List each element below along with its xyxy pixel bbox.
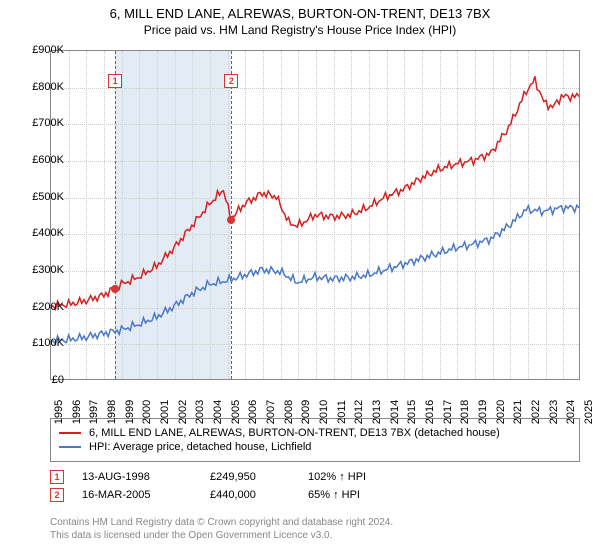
- x-axis-label: 1995: [53, 400, 65, 424]
- x-axis-label: 2016: [424, 400, 436, 424]
- legend-row: HPI: Average price, detached house, Lich…: [59, 441, 571, 453]
- x-axis-label: 1996: [71, 400, 83, 424]
- sale-row-marker: 1: [50, 470, 64, 484]
- x-axis-label: 2017: [442, 400, 454, 424]
- footer-line-2: This data is licensed under the Open Gov…: [50, 529, 580, 542]
- x-axis-label: 1998: [106, 400, 118, 424]
- x-axis-label: 2001: [159, 400, 171, 424]
- x-axis-label: 2012: [353, 400, 365, 424]
- sales-table: 1 13-AUG-1998 £249,950 102% ↑ HPI 2 16-MAR-20…: [50, 466, 580, 506]
- sale-row: 2 16-MAR-2005 £440,000 65% ↑ HPI: [50, 488, 580, 502]
- footer-attribution: Contains HM Land Registry data © Crown c…: [50, 516, 580, 542]
- x-axis-label: 2011: [336, 400, 348, 424]
- x-axis-label: 2007: [265, 400, 277, 424]
- sale-row-pct: 65% ↑ HPI: [308, 489, 428, 501]
- sale-row: 1 13-AUG-1998 £249,950 102% ↑ HPI: [50, 470, 580, 484]
- legend-row: 6, MILL END LANE, ALREWAS, BURTON-ON-TRE…: [59, 427, 571, 439]
- x-axis-label: 2010: [318, 400, 330, 424]
- x-axis-label: 2013: [371, 400, 383, 424]
- title-line-2: Price paid vs. HM Land Registry's House …: [0, 23, 600, 37]
- sale-row-price: £440,000: [210, 489, 290, 501]
- sale-row-date: 13-AUG-1998: [82, 471, 192, 483]
- x-axis-label: 2006: [247, 400, 259, 424]
- x-axis-label: 2003: [194, 400, 206, 424]
- chart-plot-area: 12: [50, 50, 580, 380]
- legend-box: 6, MILL END LANE, ALREWAS, BURTON-ON-TRE…: [50, 418, 580, 462]
- y-axis-label: £200K: [32, 301, 64, 313]
- x-axis-label: 2004: [212, 400, 224, 424]
- x-axis-label: 1999: [124, 400, 136, 424]
- legend-label: 6, MILL END LANE, ALREWAS, BURTON-ON-TRE…: [89, 427, 500, 439]
- sale-marker-box: 2: [224, 74, 238, 88]
- sale-marker-dot: [227, 216, 235, 224]
- y-axis-label: £400K: [32, 227, 64, 239]
- y-axis-label: £600K: [32, 154, 64, 166]
- legend-swatch: [59, 446, 81, 448]
- x-axis-label: 2023: [548, 400, 560, 424]
- x-axis-label: 2005: [230, 400, 242, 424]
- page-root: 6, MILL END LANE, ALREWAS, BURTON-ON-TRE…: [0, 0, 600, 560]
- x-axis-label: 2022: [530, 400, 542, 424]
- x-axis-label: 2015: [406, 400, 418, 424]
- sale-marker-dot: [111, 285, 119, 293]
- sale-row-price: £249,950: [210, 471, 290, 483]
- x-axis-label: 2014: [389, 400, 401, 424]
- title-line-1: 6, MILL END LANE, ALREWAS, BURTON-ON-TRE…: [0, 6, 600, 21]
- x-axis-label: 2008: [283, 400, 295, 424]
- sale-vline: [115, 51, 116, 379]
- series-hpi: [51, 205, 579, 344]
- x-axis-label: 2019: [477, 400, 489, 424]
- x-axis-label: 2009: [300, 400, 312, 424]
- legend-swatch: [59, 432, 81, 434]
- y-axis-label: £800K: [32, 81, 64, 93]
- sale-marker-box: 1: [108, 74, 122, 88]
- y-axis-label: £100K: [32, 337, 64, 349]
- x-axis-label: 2002: [177, 400, 189, 424]
- y-axis-label: £300K: [32, 264, 64, 276]
- sale-row-pct: 102% ↑ HPI: [308, 471, 428, 483]
- y-axis-label: £500K: [32, 191, 64, 203]
- legend-label: HPI: Average price, detached house, Lich…: [89, 441, 311, 453]
- x-axis-label: 2024: [565, 400, 577, 424]
- x-axis-label: 2000: [141, 400, 153, 424]
- footer-line-1: Contains HM Land Registry data © Crown c…: [50, 516, 580, 529]
- x-axis-label: 1997: [88, 400, 100, 424]
- x-axis-label: 2018: [459, 400, 471, 424]
- y-axis-label: £900K: [32, 44, 64, 56]
- y-axis-label: £0: [52, 374, 64, 386]
- sale-row-marker: 2: [50, 488, 64, 502]
- x-axis-label: 2021: [512, 400, 524, 424]
- x-axis-label: 2025: [583, 400, 595, 424]
- x-axis-label: 2020: [495, 400, 507, 424]
- sale-row-date: 16-MAR-2005: [82, 489, 192, 501]
- y-axis-label: £700K: [32, 117, 64, 129]
- chart-svg: [51, 51, 579, 379]
- chart-title: 6, MILL END LANE, ALREWAS, BURTON-ON-TRE…: [0, 0, 600, 39]
